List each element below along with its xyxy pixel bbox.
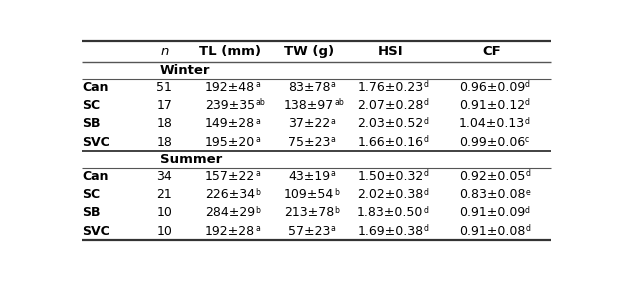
Text: 192±48: 192±48 — [205, 81, 255, 94]
Text: a: a — [330, 80, 335, 89]
Text: d: d — [525, 224, 530, 233]
Text: a: a — [255, 80, 260, 89]
Text: n: n — [160, 45, 168, 58]
Text: a: a — [330, 117, 335, 126]
Text: ab: ab — [334, 98, 344, 107]
Text: 0.99±0.06: 0.99±0.06 — [459, 135, 525, 149]
Text: CF: CF — [482, 45, 502, 58]
Text: 149±28: 149±28 — [205, 117, 255, 130]
Text: d: d — [423, 187, 428, 197]
Text: d: d — [423, 80, 428, 89]
Text: 157±22: 157±22 — [205, 170, 255, 183]
Text: a: a — [255, 169, 260, 179]
Text: e: e — [525, 187, 530, 197]
Text: d: d — [525, 206, 530, 215]
Text: 34: 34 — [157, 170, 172, 183]
Text: d: d — [423, 117, 428, 126]
Text: 109±54: 109±54 — [284, 188, 334, 201]
Text: 1.50±0.32: 1.50±0.32 — [357, 170, 423, 183]
Text: c: c — [525, 135, 529, 144]
Text: SB: SB — [82, 207, 101, 220]
Text: a: a — [330, 224, 335, 233]
Text: 0.91±0.08: 0.91±0.08 — [459, 225, 525, 238]
Text: 18: 18 — [157, 135, 172, 149]
Text: Summer: Summer — [160, 153, 222, 166]
Text: 1.66±0.16: 1.66±0.16 — [357, 135, 423, 149]
Text: b: b — [255, 206, 260, 215]
Text: d: d — [423, 169, 428, 179]
Text: 0.91±0.09: 0.91±0.09 — [459, 207, 525, 220]
Text: 75±23: 75±23 — [288, 135, 330, 149]
Text: TW (g): TW (g) — [284, 45, 334, 58]
Text: SC: SC — [82, 188, 100, 201]
Text: d: d — [525, 117, 530, 126]
Text: 0.83±0.08: 0.83±0.08 — [458, 188, 525, 201]
Text: 1.69±0.38: 1.69±0.38 — [357, 225, 423, 238]
Text: 226±34: 226±34 — [205, 188, 255, 201]
Text: SB: SB — [82, 117, 101, 130]
Text: 43±19: 43±19 — [288, 170, 330, 183]
Text: 1.04±0.13: 1.04±0.13 — [459, 117, 525, 130]
Text: 192±28: 192±28 — [205, 225, 255, 238]
Text: a: a — [255, 135, 260, 144]
Text: TL (mm): TL (mm) — [199, 45, 261, 58]
Text: 0.92±0.05: 0.92±0.05 — [459, 170, 525, 183]
Text: 21: 21 — [157, 188, 172, 201]
Text: d: d — [423, 98, 429, 107]
Text: 17: 17 — [157, 99, 172, 112]
Text: 37±22: 37±22 — [288, 117, 330, 130]
Text: b: b — [334, 206, 339, 215]
Text: b: b — [255, 187, 260, 197]
Text: 0.96±0.09: 0.96±0.09 — [459, 81, 525, 94]
Text: 57±23: 57±23 — [288, 225, 330, 238]
Text: 2.07±0.28: 2.07±0.28 — [357, 99, 423, 112]
Text: SVC: SVC — [82, 225, 110, 238]
Text: Can: Can — [82, 81, 109, 94]
Text: Can: Can — [82, 170, 109, 183]
Text: d: d — [525, 98, 530, 107]
Text: d: d — [423, 135, 428, 144]
Text: a: a — [255, 224, 260, 233]
Text: 18: 18 — [157, 117, 172, 130]
Text: 1.76±0.23: 1.76±0.23 — [357, 81, 423, 94]
Text: 51: 51 — [157, 81, 172, 94]
Text: 138±97: 138±97 — [284, 99, 334, 112]
Text: d: d — [423, 206, 429, 215]
Text: 10: 10 — [157, 225, 172, 238]
Text: a: a — [330, 169, 335, 179]
Text: SC: SC — [82, 99, 100, 112]
Text: b: b — [334, 187, 339, 197]
Text: d: d — [525, 169, 530, 179]
Text: a: a — [330, 135, 335, 144]
Text: 213±78: 213±78 — [284, 207, 334, 220]
Text: d: d — [423, 224, 428, 233]
Text: SVC: SVC — [82, 135, 110, 149]
Text: 2.03±0.52: 2.03±0.52 — [357, 117, 423, 130]
Text: 195±20: 195±20 — [205, 135, 255, 149]
Text: Winter: Winter — [160, 64, 210, 77]
Text: HSI: HSI — [378, 45, 403, 58]
Text: 239±35: 239±35 — [205, 99, 255, 112]
Text: ab: ab — [255, 98, 265, 107]
Text: 1.83±0.50: 1.83±0.50 — [357, 207, 423, 220]
Text: a: a — [255, 117, 260, 126]
Text: 83±78: 83±78 — [288, 81, 330, 94]
Text: 10: 10 — [157, 207, 172, 220]
Text: 0.91±0.12: 0.91±0.12 — [459, 99, 525, 112]
Text: 2.02±0.38: 2.02±0.38 — [357, 188, 423, 201]
Text: 284±29: 284±29 — [205, 207, 255, 220]
Text: d: d — [525, 80, 530, 89]
